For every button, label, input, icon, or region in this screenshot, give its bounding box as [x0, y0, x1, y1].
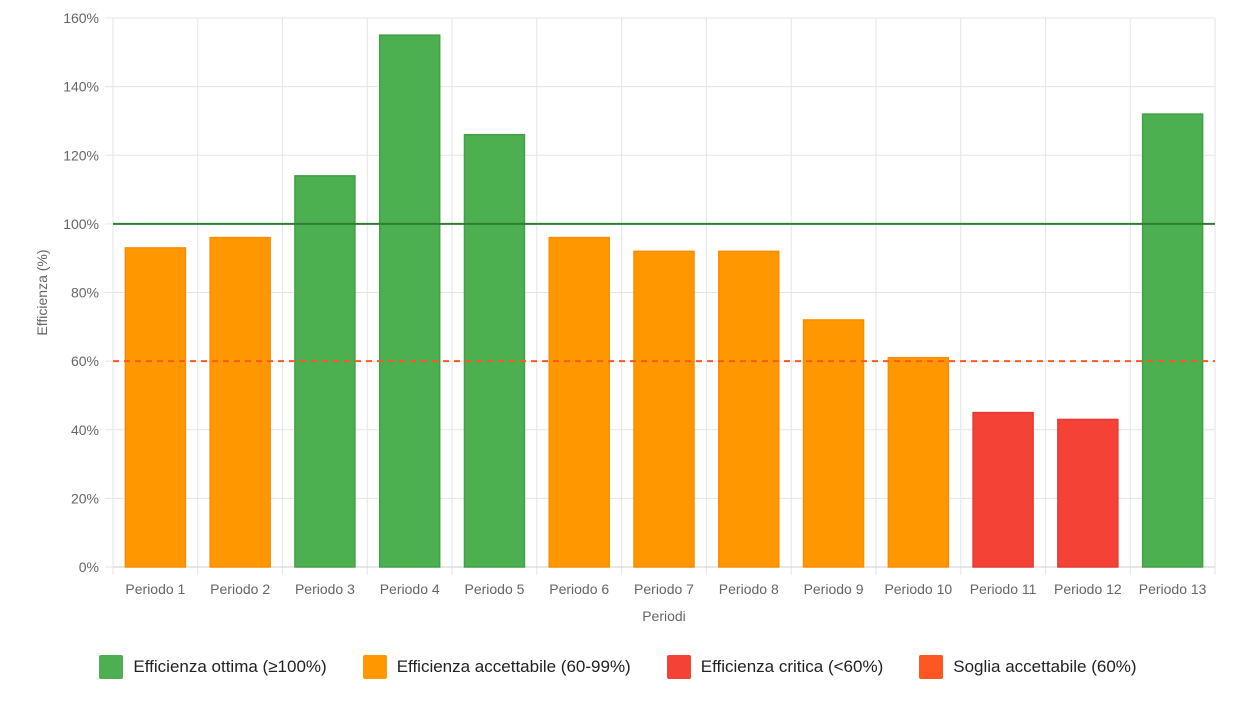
x-axis-ticks: Periodo 1 Periodo 2 Periodo 3 Periodo 4 Peri… — [125, 581, 1206, 597]
x-tick-label: Periodo 11 — [970, 581, 1037, 597]
x-tick-label: Periodo 1 — [125, 581, 185, 597]
bars — [124, 34, 1204, 568]
bar[interactable] — [124, 247, 187, 568]
legend-label-threshold: Soglia accettabile (60%) — [953, 657, 1137, 676]
legend-label-acceptable: Efficienza accettabile (60-99%) — [396, 657, 631, 676]
legend-swatch-optimal — [99, 655, 124, 679]
y-tick-label: 160% — [63, 10, 99, 26]
bar[interactable] — [378, 34, 441, 568]
x-axis-title: Periodi — [642, 608, 686, 624]
bar[interactable] — [887, 356, 950, 568]
bar-chart: 0% 20% 40% 60% 80% 100% 120% 140% 160% Periodo 1… — [34, 10, 1216, 624]
y-tick-label: 40% — [71, 422, 99, 438]
legend-label-optimal: Efficienza ottima (≥100%) — [133, 657, 327, 676]
x-tick-label: Periodo 8 — [719, 581, 779, 597]
x-tick-label: Periodo 4 — [380, 581, 440, 597]
x-tick-label: Periodo 9 — [804, 581, 864, 597]
bar[interactable] — [718, 250, 780, 568]
legend-item-acceptable[interactable]: Efficienza accettabile (60-99%) — [362, 655, 631, 679]
x-tick-label: Periodo 3 — [295, 581, 355, 597]
x-tick-label: Periodo 13 — [1139, 581, 1207, 597]
legend-item-threshold[interactable]: Soglia accettabile (60%) — [919, 655, 1137, 679]
reference-lines — [113, 222, 1215, 363]
bar[interactable] — [209, 236, 271, 568]
x-tick-label: Periodo 6 — [549, 581, 609, 597]
bar[interactable] — [1057, 418, 1119, 568]
x-tick-label: Periodo 2 — [210, 581, 270, 597]
bar[interactable] — [294, 175, 356, 568]
x-tick-label: Periodo 7 — [634, 581, 694, 597]
y-tick-label: 100% — [63, 216, 99, 232]
bar[interactable] — [633, 250, 695, 568]
legend-item-critical[interactable]: Efficienza critica (<60%) — [666, 655, 884, 679]
y-tick-label: 120% — [63, 147, 99, 163]
legend-swatch-critical — [666, 655, 691, 679]
legend: Efficienza ottima (≥100%) Efficienza acc… — [0, 655, 1236, 679]
legend-item-optimal[interactable]: Efficienza ottima (≥100%) — [99, 655, 327, 679]
legend-swatch-acceptable — [362, 655, 387, 679]
y-tick-label: 20% — [71, 490, 99, 506]
legend-swatch-threshold — [919, 655, 944, 679]
y-tick-label: 140% — [63, 79, 99, 95]
x-tick-label: Periodo 10 — [884, 581, 952, 597]
x-tick-label: Periodo 5 — [464, 581, 524, 597]
bar[interactable] — [548, 236, 610, 568]
bar[interactable] — [802, 319, 865, 568]
y-axis-ticks: 0% 20% 40% 60% 80% 100% 120% 140% 160% — [63, 10, 99, 575]
x-tick-label: Periodo 12 — [1054, 581, 1122, 597]
bar[interactable] — [972, 411, 1034, 568]
y-tick-label: 0% — [79, 559, 99, 575]
y-tick-label: 80% — [71, 285, 99, 301]
y-axis-title: Efficienza (%) — [34, 249, 50, 335]
legend-label-critical: Efficienza critica (<60%) — [700, 657, 884, 676]
bar[interactable] — [463, 133, 526, 568]
y-tick-label: 60% — [71, 353, 99, 369]
bar[interactable] — [1141, 113, 1204, 568]
